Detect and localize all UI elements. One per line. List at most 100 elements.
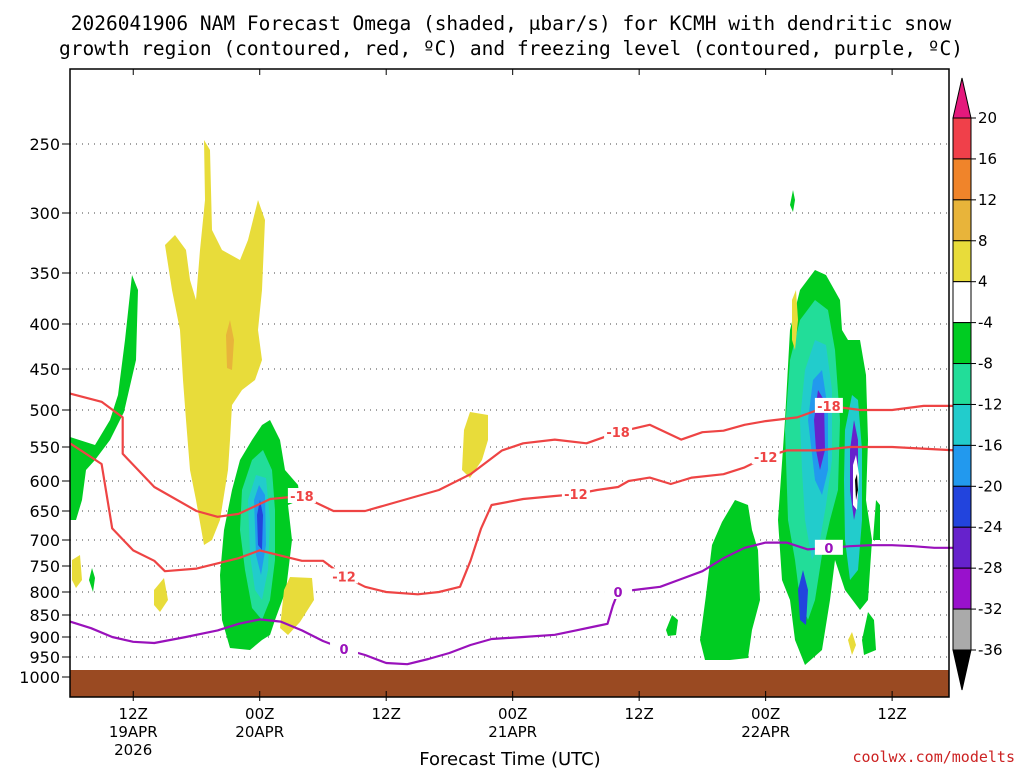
y-tick-label-700: 700 xyxy=(29,531,60,550)
omega-region-green-small-c xyxy=(873,500,880,540)
colorbar-box-8 xyxy=(952,444,972,487)
contour-label-dgz-m18-0: -18 xyxy=(290,490,314,505)
x-tick-label-54: 12Z xyxy=(624,705,653,723)
y-tick-label-650: 650 xyxy=(29,502,60,521)
y-tick-label-550: 550 xyxy=(29,438,60,457)
omega-region-green-small-e xyxy=(790,190,795,212)
x-tick-label-66: 00Z xyxy=(751,705,780,723)
contour-frz-0 xyxy=(69,541,956,666)
x-tick-year-6: 2026 xyxy=(114,741,152,759)
colorbar-label-7: -12 xyxy=(978,395,1003,413)
colorbar-box-7 xyxy=(952,403,972,446)
colorbar-label-10: -24 xyxy=(978,518,1003,536)
contour-label-bg-dgz-m18-2 xyxy=(814,397,843,413)
x-tick-label-30: 12Z xyxy=(372,705,401,723)
colorbar-label-4: 4 xyxy=(978,273,988,291)
colorbar-box-2 xyxy=(952,199,972,242)
contour-label-bg-frz-0-2 xyxy=(814,539,843,555)
omega-region-yellow-left-low xyxy=(72,555,82,588)
y-tick-label-450: 450 xyxy=(29,360,60,379)
y-tick-label-800: 800 xyxy=(29,583,60,602)
temperature-contours: -18 -18 -18 -12 -12 -12 0 0 0 xyxy=(69,392,956,666)
y-tick-label-400: 400 xyxy=(29,315,60,334)
chart-title-line1: 2026041906 NAM Forecast Omega (shaded, μ… xyxy=(71,12,952,35)
y-tick-label-300: 300 xyxy=(29,204,60,223)
contour-dgz-m12 xyxy=(69,442,956,596)
contour-label-dgz-m12-2: -12 xyxy=(754,451,778,466)
contour-label-frz-0-1: 0 xyxy=(614,586,623,601)
x-tick-label-18: 00Z xyxy=(245,705,274,723)
colorbar-box-6 xyxy=(952,363,972,405)
x-tick-date-42: 21APR xyxy=(488,723,537,741)
contour-label-bg-dgz-m18-0 xyxy=(287,488,316,503)
omega-region-green-left xyxy=(70,275,138,520)
plot-area: -18 -18 -18 -12 -12 -12 0 0 0 xyxy=(69,68,956,698)
contour-label-dgz-m18-1: -18 xyxy=(606,426,630,441)
colorbar-label-0: 20 xyxy=(978,109,997,127)
y-tick-label-350: 350 xyxy=(29,264,60,283)
omega-region-yellow-mid xyxy=(462,412,488,478)
colorbar-box-10 xyxy=(952,526,972,569)
ground-below-surface xyxy=(70,670,949,697)
colorbar-label-2: 12 xyxy=(978,191,997,209)
y-tick-label-500: 500 xyxy=(29,401,60,420)
omega-region-darkblue-center xyxy=(257,500,263,550)
contour-label-bg-frz-0-0 xyxy=(330,641,359,656)
colorbar-label-5: -4 xyxy=(978,314,993,332)
colorbar-box-3 xyxy=(952,240,972,283)
colorbar-label-13: -36 xyxy=(978,641,1003,659)
colorbar-box-0 xyxy=(952,117,972,160)
y-tick-label-600: 600 xyxy=(29,472,60,491)
colorbar: 20 16 12 8 4 -4 -8 -12 -16 -20 -24 -28 -32 -36 xyxy=(952,77,1003,691)
colorbar-label-9: -20 xyxy=(978,477,1003,495)
contour-label-bg-dgz-m18-1 xyxy=(604,424,633,440)
y-tick-label-950: 950 xyxy=(29,648,60,667)
x-tick-label-42: 00Z xyxy=(498,705,527,723)
y-tick-label-850: 850 xyxy=(29,606,60,625)
y-tick-label-750: 750 xyxy=(29,557,60,576)
x-axis-label: Forecast Time (UTC) xyxy=(419,749,600,768)
colorbar-box-12 xyxy=(952,608,972,651)
omega-region-green-small-b xyxy=(862,612,876,655)
colorbar-label-8: -16 xyxy=(978,436,1003,454)
colorbar-box-1 xyxy=(952,158,972,201)
x-tick-label-6: 12Z xyxy=(119,705,148,723)
contour-label-dgz-m12-1: -12 xyxy=(564,488,588,503)
colorbar-label-6: -8 xyxy=(978,355,993,373)
contour-label-bg-frz-0-1 xyxy=(604,584,633,599)
y-axis-pressure: 250 300 350 400 450 500 550 600 650 700 750 800 850 9… xyxy=(19,135,70,687)
omega-region-darkblue-right-low xyxy=(798,570,808,625)
y-tick-label-250: 250 xyxy=(29,135,60,154)
colorbar-top-arrow xyxy=(952,77,972,119)
contour-label-dgz-m18-2: -18 xyxy=(817,400,841,415)
omega-region-yellow-right-thin xyxy=(792,290,798,350)
colorbar-box-11 xyxy=(952,567,972,610)
omega-region-green-right-a xyxy=(700,500,760,660)
credit-text: coolwx.com/modelts xyxy=(852,748,1015,766)
colorbar-box-9 xyxy=(952,485,972,528)
contour-label-dgz-m12-0: -12 xyxy=(332,570,356,585)
contour-label-bg-dgz-m12-0 xyxy=(330,568,359,584)
omega-region-orange-blob xyxy=(226,320,234,370)
omega-region-black-core xyxy=(855,474,858,500)
colorbar-bottom-arrow xyxy=(952,649,972,691)
colorbar-label-3: 8 xyxy=(978,232,988,250)
omega-region-green-small-a xyxy=(666,615,678,636)
contour-label-bg-dgz-m12-1 xyxy=(561,486,590,502)
x-tick-date-6: 19APR xyxy=(109,723,158,741)
y-tick-label-1000: 1000 xyxy=(19,668,60,687)
contour-label-bg-dgz-m12-2 xyxy=(751,449,780,465)
chart-title-line2: growth region (contoured, red, ºC) and f… xyxy=(59,37,963,60)
contour-label-frz-0-2: 0 xyxy=(824,542,833,557)
colorbar-box-5 xyxy=(952,322,972,365)
omega-region-green-small-d xyxy=(89,568,95,592)
omega-region-yellow-center-low xyxy=(280,577,314,635)
x-tick-date-66: 22APR xyxy=(741,723,790,741)
colorbar-label-1: 16 xyxy=(978,150,997,168)
contour-dgz-m18 xyxy=(69,392,956,518)
y-tick-label-900: 900 xyxy=(29,628,60,647)
x-tick-label-78: 12Z xyxy=(877,705,906,723)
colorbar-box-4 xyxy=(952,281,972,324)
